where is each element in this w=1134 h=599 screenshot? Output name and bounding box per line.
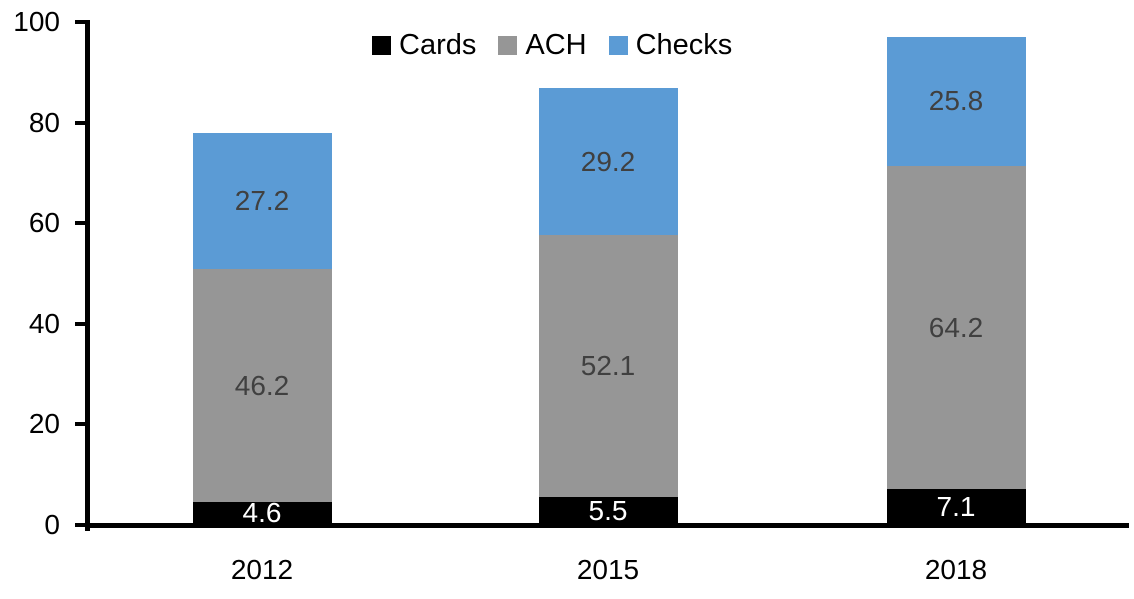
legend-item-cards: Cards bbox=[372, 31, 476, 60]
bar-segment-checks: 29.2 bbox=[538, 88, 678, 236]
legend-label: ACH bbox=[525, 29, 587, 61]
bar-segment-ach: 46.2 bbox=[192, 269, 332, 502]
y-axis-tick bbox=[75, 321, 85, 326]
bar-segment-cards: 5.5 bbox=[538, 495, 678, 527]
y-axis-tick-label: 40 bbox=[28, 307, 60, 339]
bar-value-label: 27.2 bbox=[234, 185, 290, 217]
chart-legend: Cards ACH Checks bbox=[372, 31, 732, 60]
y-axis-tick-label: 80 bbox=[28, 106, 60, 138]
y-axis-tick bbox=[75, 523, 85, 527]
legend-label: Cards bbox=[399, 29, 477, 61]
bar-segment-ach: 64.2 bbox=[886, 166, 1026, 490]
bar-segment-cards: 4.6 bbox=[192, 497, 332, 529]
bar-segment-checks: 25.8 bbox=[886, 36, 1026, 167]
legend-label: Checks bbox=[635, 29, 733, 61]
x-axis-line bbox=[85, 523, 1129, 528]
legend-swatch-icon bbox=[372, 36, 391, 55]
bar-segment-ach: 52.1 bbox=[538, 235, 678, 498]
y-axis-tick-label: 100 bbox=[13, 6, 60, 37]
y-axis-tick bbox=[75, 20, 85, 24]
bar-value-label: 4.6 bbox=[242, 497, 282, 529]
bar-value-label: 7.1 bbox=[936, 491, 976, 523]
legend-item-checks: Checks bbox=[608, 29, 733, 61]
legend-swatch-icon bbox=[498, 36, 518, 55]
bar-value-label: 25.8 bbox=[928, 85, 984, 117]
y-axis-line bbox=[85, 20, 90, 531]
y-axis-tick bbox=[75, 120, 85, 125]
bar-value-label: 52.1 bbox=[580, 350, 636, 382]
x-axis-category-label: 2012 bbox=[230, 554, 294, 585]
x-axis-category-label: 2018 bbox=[924, 554, 988, 585]
y-axis-tick-label: 60 bbox=[28, 207, 60, 239]
bar-value-label: 5.5 bbox=[588, 495, 628, 527]
bar-value-label: 46.2 bbox=[234, 369, 290, 401]
y-axis-tick-label: 20 bbox=[28, 408, 60, 440]
y-axis-tick-label: 0 bbox=[44, 509, 60, 540]
bar-value-label: 64.2 bbox=[928, 311, 984, 343]
bar-value-label: 29.2 bbox=[580, 145, 636, 177]
bar-segment-cards: 7.1 bbox=[886, 489, 1026, 525]
x-axis-category-label: 2015 bbox=[576, 554, 640, 585]
y-axis-tick bbox=[75, 422, 85, 427]
legend-swatch-icon bbox=[608, 36, 628, 55]
legend-item-ach: ACH bbox=[498, 29, 587, 61]
y-axis-tick bbox=[75, 221, 85, 226]
bar-segment-checks: 27.2 bbox=[192, 132, 332, 270]
